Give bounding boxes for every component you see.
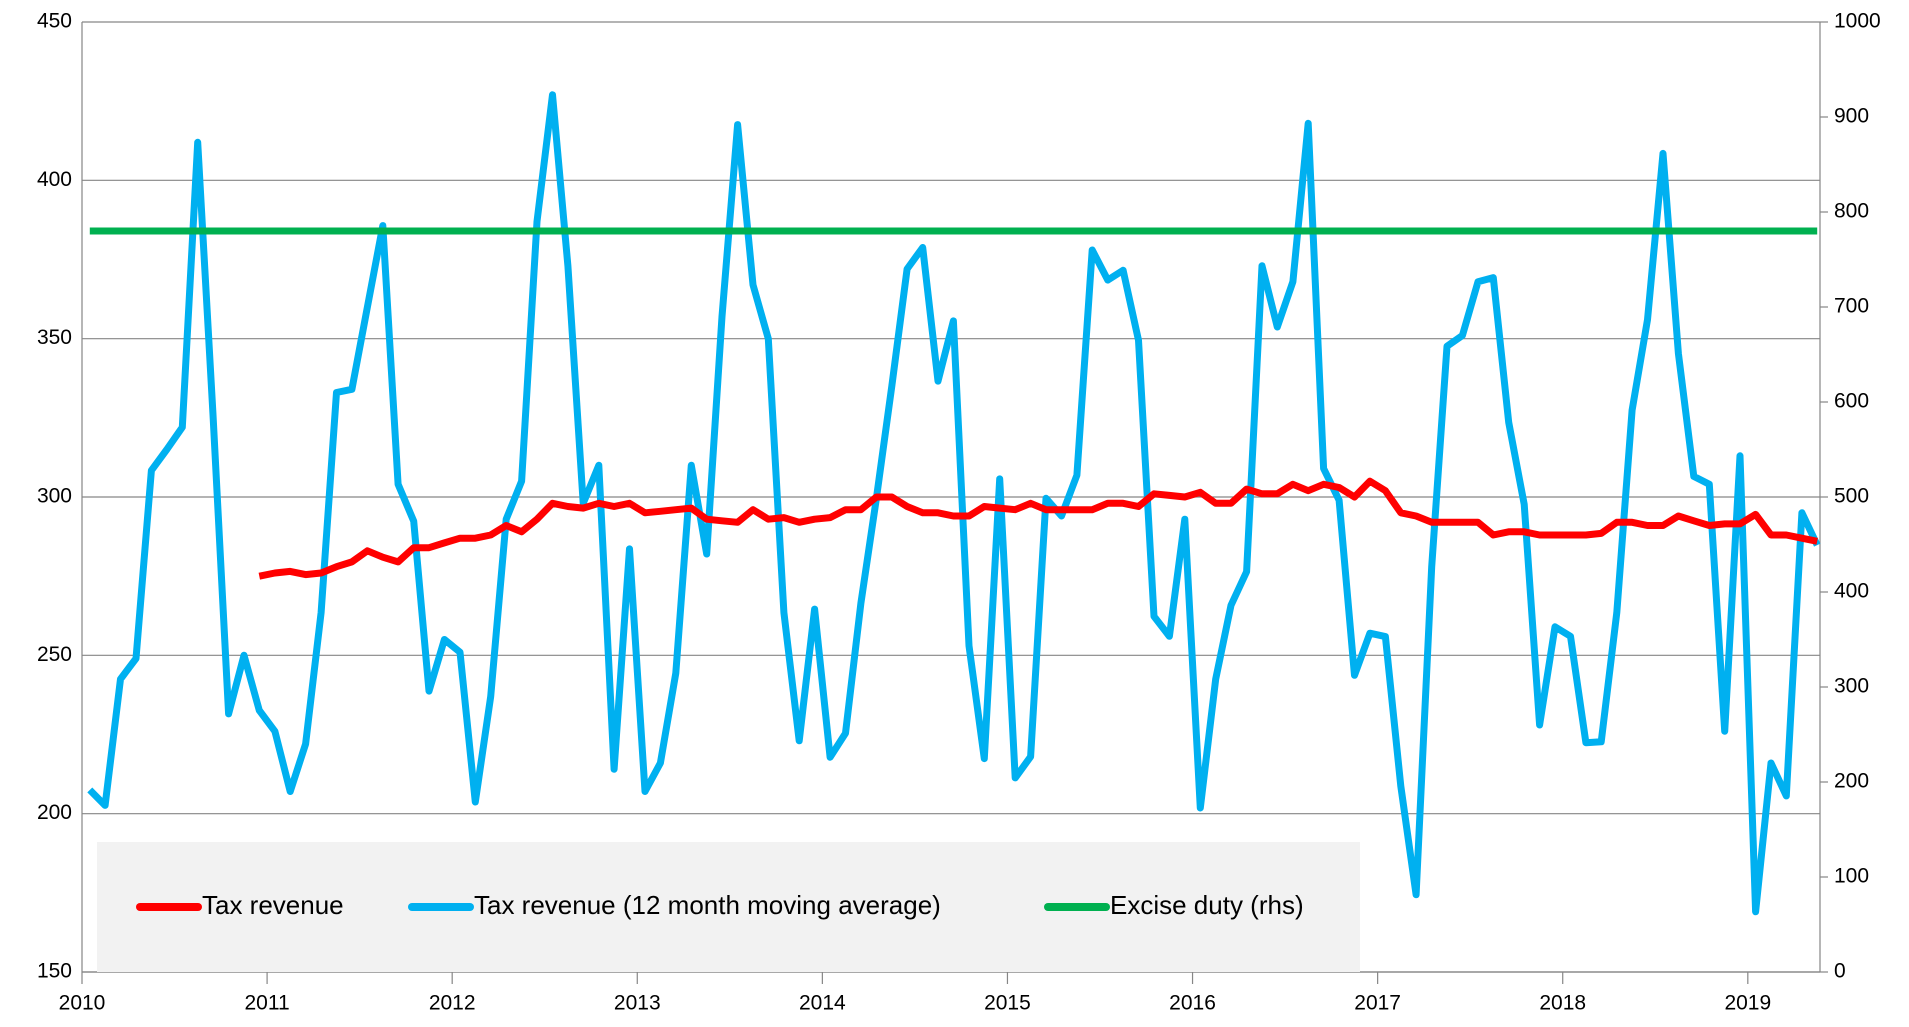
y2-tick-label: 700 xyxy=(1834,295,1869,318)
x-tick-label: 2014 xyxy=(799,992,846,1015)
y-tick-label: 200 xyxy=(37,801,72,824)
y-tick-label: 400 xyxy=(37,168,72,191)
x-tick-label: 2019 xyxy=(1724,992,1771,1015)
y2-tick-label: 100 xyxy=(1834,865,1869,888)
legend-label: Tax revenue xyxy=(202,890,344,920)
y2-tick-label: 0 xyxy=(1834,960,1846,983)
legend-label: Excise duty (rhs) xyxy=(1110,890,1304,920)
x-tick-label: 2010 xyxy=(59,992,106,1015)
legend-box xyxy=(97,842,1360,972)
y2-tick-label: 1000 xyxy=(1834,10,1881,33)
y2-tick-label: 400 xyxy=(1834,580,1869,603)
y2-tick-label: 300 xyxy=(1834,675,1869,698)
y2-tick-label: 900 xyxy=(1834,105,1869,128)
x-tick-label: 2013 xyxy=(614,992,661,1015)
y-tick-label: 300 xyxy=(37,485,72,508)
y2-tick-label: 500 xyxy=(1834,485,1869,508)
y2-tick-label: 600 xyxy=(1834,390,1869,413)
x-tick-label: 2011 xyxy=(245,992,290,1015)
y2-tick-label: 200 xyxy=(1834,770,1869,793)
x-tick-label: 2016 xyxy=(1169,992,1216,1015)
y-tick-label: 150 xyxy=(37,960,72,983)
line-series xyxy=(258,477,1818,580)
x-tick-label: 2017 xyxy=(1354,992,1401,1015)
y-tick-label: 350 xyxy=(37,326,72,349)
legend-label: Tax revenue (12 month moving average) xyxy=(474,890,941,920)
x-tick-label: 2018 xyxy=(1539,992,1586,1015)
y-tick-label: 450 xyxy=(37,10,72,33)
x-tick-label: 2012 xyxy=(429,992,476,1015)
x-tick-label: 2015 xyxy=(984,992,1031,1015)
y2-tick-label: 800 xyxy=(1834,200,1869,223)
line-series xyxy=(87,91,1821,916)
y-tick-label: 250 xyxy=(37,643,72,666)
